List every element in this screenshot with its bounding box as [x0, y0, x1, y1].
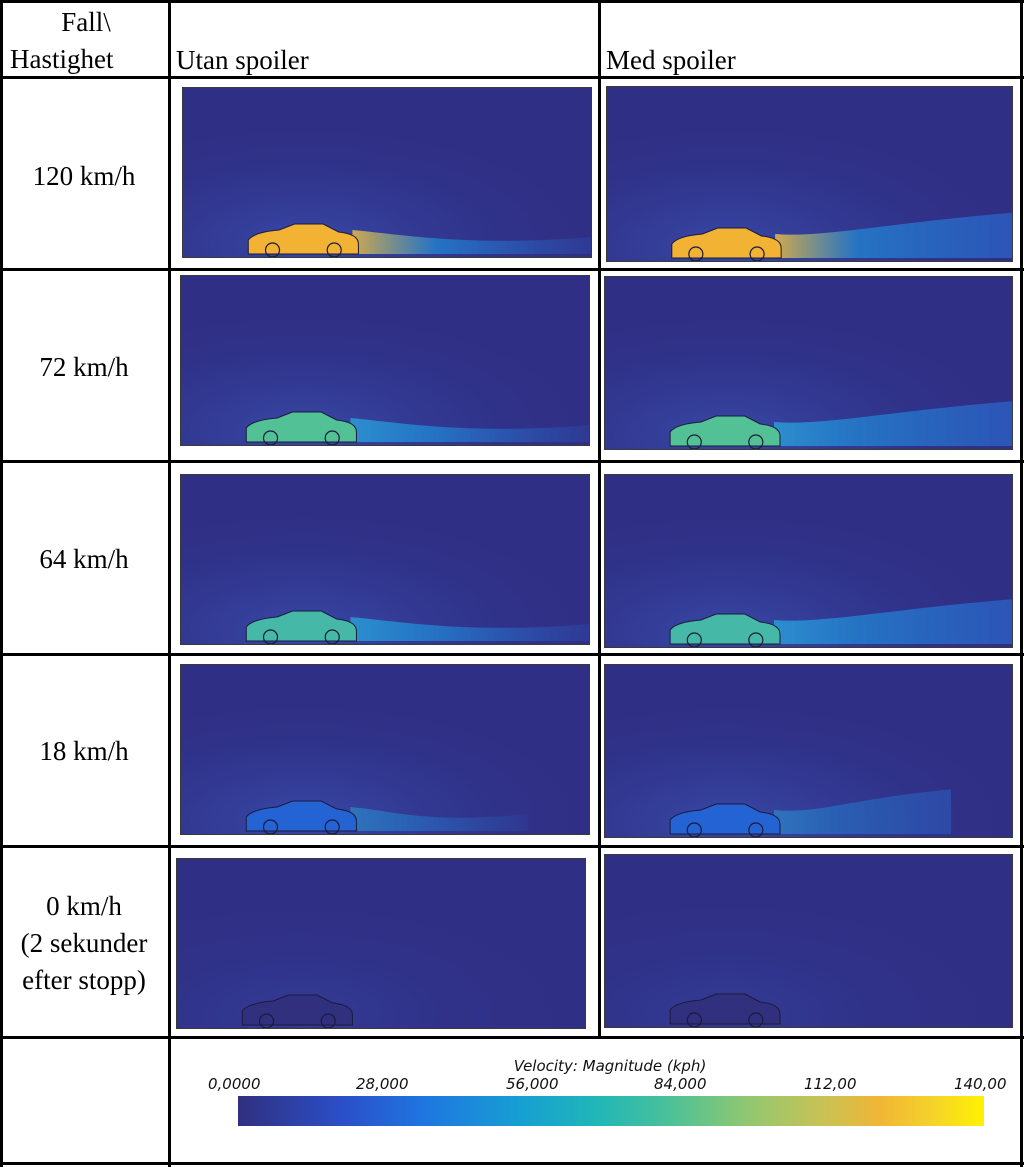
grid-line [0, 76, 1024, 79]
legend-tick: 56,000 [506, 1075, 559, 1093]
sim-120-without [182, 87, 592, 258]
car-silhouette [245, 800, 357, 832]
grid-line [0, 0, 3, 1167]
flow-field [605, 665, 1012, 837]
flow-field [177, 859, 585, 1028]
sim-64-with [604, 474, 1013, 648]
grid-line [0, 0, 1024, 3]
flow-field [181, 665, 589, 834]
wake-region [775, 212, 1012, 258]
car-wheel [324, 430, 340, 445]
grid-line [0, 1036, 1024, 1039]
wake-region [352, 230, 591, 254]
row-label-18: 18 km/h [4, 733, 164, 770]
row-label-text: 18 km/h [39, 736, 129, 766]
car-wheel [264, 242, 281, 257]
wake-region [774, 401, 1012, 446]
car-wheel [686, 434, 702, 449]
car-wheel [324, 629, 340, 644]
car-wheel [748, 632, 764, 647]
car-silhouette [669, 803, 781, 835]
sim-0-with [604, 854, 1013, 1028]
row-label-72: 72 km/h [4, 349, 164, 386]
grid-line [598, 0, 601, 1037]
flow-field [181, 276, 589, 445]
car-silhouette [241, 994, 353, 1026]
wake-region [774, 789, 951, 834]
car-wheel [748, 434, 764, 449]
legend-tick: 28,000 [356, 1075, 409, 1093]
header-fall-line2: Hastighet [10, 44, 114, 74]
car-silhouette [669, 613, 781, 645]
header-without-spoiler: Utan spoiler [176, 45, 309, 75]
flow-field [605, 277, 1012, 449]
car-wheel [326, 242, 342, 257]
car-wheel [748, 822, 764, 837]
header-fall-line1: Fall\ [61, 7, 111, 37]
car-wheel [749, 246, 765, 261]
car-wheel [686, 1012, 702, 1027]
car-silhouette [669, 415, 781, 447]
legend-colorbar [238, 1096, 984, 1126]
car-wheel [262, 430, 279, 445]
row-label-text: 120 km/h [32, 161, 136, 191]
wake-region [774, 599, 1012, 644]
flow-field [183, 88, 591, 257]
flow-field [605, 855, 1012, 1027]
grid-line [0, 845, 1024, 848]
row-label-text: efter stopp) [22, 965, 146, 995]
car-wheel [686, 632, 702, 647]
car-wheel [324, 819, 340, 834]
car-wheel [320, 1013, 336, 1028]
wake-region [350, 807, 528, 831]
legend-tick: 84,000 [654, 1075, 707, 1093]
row-label-120: 120 km/h [4, 158, 164, 195]
sim-72-without [180, 275, 590, 446]
legend-tick: 112,00 [804, 1075, 857, 1093]
car-wheel [688, 246, 704, 261]
car-silhouette [245, 610, 357, 642]
car-wheel [686, 822, 702, 837]
row-label-text: (2 sekunder [20, 928, 148, 958]
flow-field [607, 87, 1012, 261]
car-wheel [748, 1012, 764, 1027]
car-silhouette [247, 223, 359, 255]
grid-line [1020, 0, 1023, 1167]
sim-72-with [604, 276, 1013, 450]
legend-tick: 140,00 [954, 1075, 1007, 1093]
row-label-text: 72 km/h [39, 352, 129, 382]
row-label-0: 0 km/h (2 sekunder efter stopp) [4, 888, 164, 999]
row-label-text: 64 km/h [39, 544, 129, 574]
grid-line [0, 268, 1024, 271]
legend-title: Velocity: Magnitude (kph) [513, 1057, 707, 1075]
row-label-text: 0 km/h [46, 891, 122, 921]
legend-tick: 0,0000 [208, 1075, 261, 1093]
sim-120-with [606, 86, 1013, 262]
sim-18-with [604, 664, 1013, 838]
car-silhouette [245, 411, 357, 443]
car-wheel [262, 629, 279, 644]
flow-field [181, 475, 589, 644]
car-silhouette [671, 227, 782, 259]
sim-64-without [180, 474, 590, 645]
grid-line [168, 0, 171, 1167]
car-wheel [258, 1013, 275, 1028]
wake-region [350, 617, 589, 641]
grid-line [0, 460, 1024, 463]
sim-18-without [180, 664, 590, 835]
sim-0-without [176, 858, 586, 1029]
car-silhouette [669, 993, 781, 1025]
grid-line [0, 1162, 1024, 1165]
car-wheel [262, 819, 279, 834]
wake-region [350, 418, 589, 442]
grid-line [0, 653, 1024, 656]
flow-field [605, 475, 1012, 647]
row-label-64: 64 km/h [4, 541, 164, 578]
header-fall: Fall\ Hastighet [6, 4, 166, 78]
header-with-spoiler: Med spoiler [606, 45, 736, 75]
